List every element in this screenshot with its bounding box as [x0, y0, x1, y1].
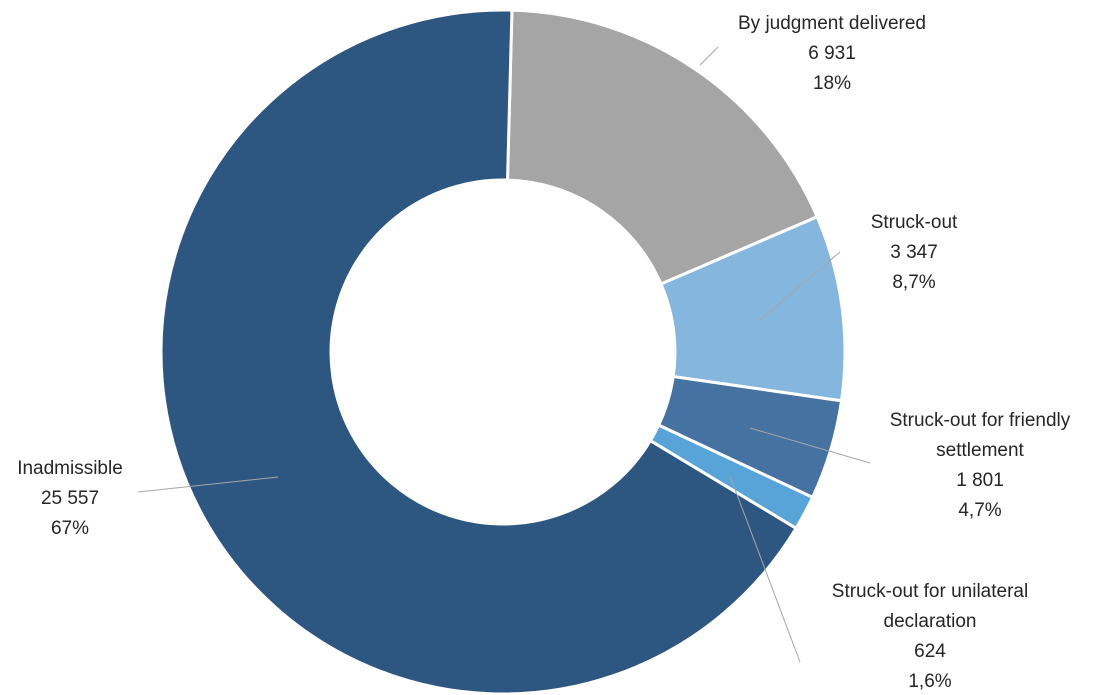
slice-percent-4: 67%: [51, 518, 89, 539]
slice-name-3: declaration: [884, 611, 977, 632]
slice-percent-3: 1,6%: [908, 671, 951, 692]
donut-slice-4: [159, 8, 799, 695]
leader-line-2: [749, 427, 871, 464]
slice-label-3: Struck-out for unilateral declaration 624 1…: [832, 581, 1028, 692]
slice-value-1: 3 347: [890, 242, 938, 263]
slice-name-2: settlement: [936, 440, 1024, 461]
slice-name-2: Struck-out for friendly: [890, 410, 1071, 431]
slice-value-2: 1 801: [956, 470, 1004, 491]
slice-label-0: By judgment delivered 6 931 18%: [738, 13, 926, 94]
donut-slice-0: [505, 8, 820, 286]
slice-name-3: Struck-out for unilateral: [832, 581, 1028, 602]
slice-percent-2: 4,7%: [958, 500, 1001, 521]
leader-line-1: [759, 251, 841, 321]
slice-value-4: 25 557: [41, 488, 99, 509]
slice-value-0: 6 931: [808, 43, 856, 64]
donut-slices: [159, 8, 847, 695]
leader-line-4: [137, 476, 279, 493]
slice-percent-1: 8,7%: [892, 272, 935, 293]
leader-line-0: [699, 46, 719, 66]
slice-name-0: By judgment delivered: [738, 13, 926, 34]
slice-name-4: Inadmissible: [17, 458, 123, 479]
slice-label-2: Struck-out for friendly settlement 1 801 4,…: [890, 410, 1071, 521]
slice-value-3: 624: [914, 641, 946, 662]
slice-name-1: Struck-out: [871, 212, 958, 233]
slice-label-4: Inadmissible 25 557 67%: [17, 458, 123, 539]
slice-percent-0: 18%: [813, 73, 851, 94]
slice-label-1: Struck-out 3 347 8,7%: [871, 212, 958, 293]
slice-labels: By judgment delivered 6 931 18% Struck-out 3…: [17, 13, 1071, 692]
leader-line-3: [729, 475, 801, 663]
